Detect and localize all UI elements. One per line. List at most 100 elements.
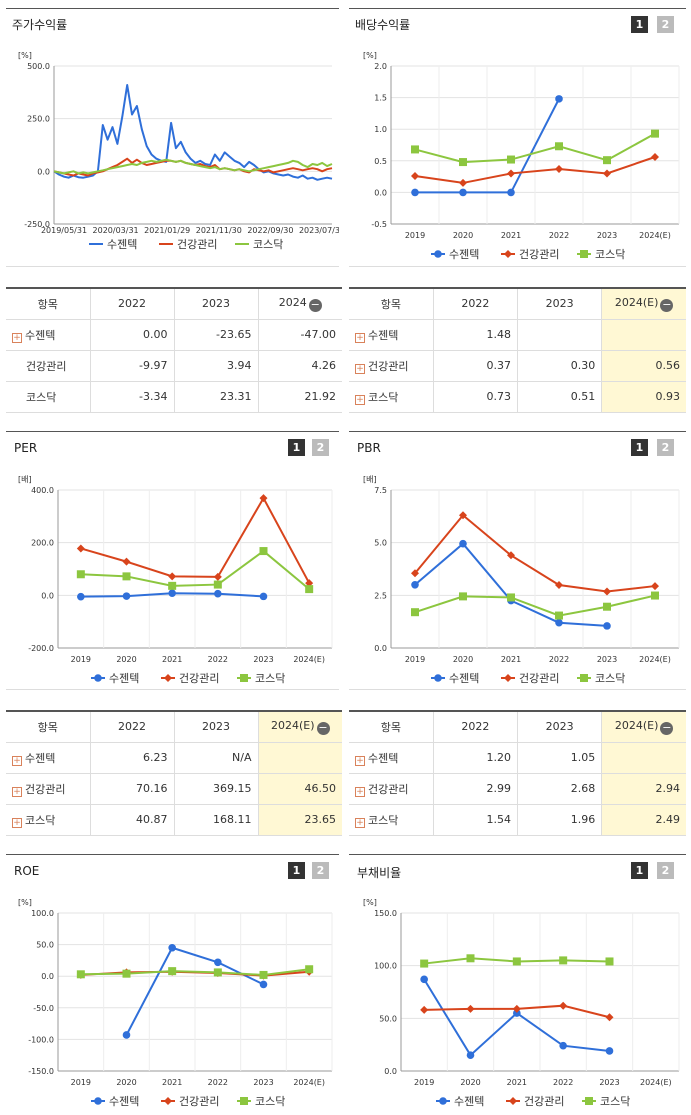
- legend-label[interactable]: 수젠텍: [107, 238, 137, 251]
- data-point[interactable]: [214, 958, 222, 967]
- data-point[interactable]: [559, 1001, 568, 1010]
- data-point[interactable]: [122, 1031, 131, 1039]
- data-point[interactable]: [411, 188, 419, 197]
- data-point[interactable]: [259, 494, 268, 503]
- data-point[interactable]: [77, 592, 85, 601]
- legend-label[interactable]: 건강관리: [524, 1095, 564, 1108]
- data-point[interactable]: [459, 539, 467, 548]
- row-label-cell[interactable]: + 수젠텍: [349, 742, 434, 774]
- data-point[interactable]: [420, 1005, 429, 1014]
- data-point[interactable]: [259, 592, 268, 601]
- data-point[interactable]: [603, 169, 611, 178]
- data-point[interactable]: [466, 954, 475, 963]
- data-point[interactable]: [76, 570, 85, 579]
- legend-label[interactable]: 건강관리: [179, 1095, 219, 1108]
- data-point[interactable]: [507, 593, 515, 602]
- data-point[interactable]: [605, 1047, 614, 1055]
- data-point[interactable]: [76, 970, 85, 979]
- data-point[interactable]: [94, 1097, 102, 1105]
- row-label-cell[interactable]: + 코스닥: [349, 804, 434, 836]
- data-point[interactable]: [459, 188, 467, 197]
- data-point[interactable]: [434, 674, 442, 682]
- row-label-cell[interactable]: + 코스닥: [349, 381, 434, 413]
- view-2-button[interactable]: 2: [657, 439, 674, 456]
- legend-label[interactable]: 코스닥: [255, 1095, 285, 1108]
- row-label-cell[interactable]: + 수젠텍: [6, 319, 90, 351]
- view-2-button[interactable]: 2: [312, 439, 329, 456]
- data-point[interactable]: [305, 585, 314, 594]
- data-point[interactable]: [259, 970, 268, 979]
- data-point[interactable]: [555, 581, 563, 590]
- data-point[interactable]: [603, 156, 611, 165]
- data-point[interactable]: [555, 165, 563, 174]
- legend-label[interactable]: 건강관리: [179, 672, 219, 684]
- data-point[interactable]: [259, 980, 268, 989]
- expand-icon[interactable]: +: [355, 786, 365, 797]
- data-point[interactable]: [259, 547, 268, 556]
- data-point[interactable]: [411, 608, 419, 617]
- data-point[interactable]: [504, 674, 512, 682]
- data-point[interactable]: [555, 618, 563, 627]
- data-point[interactable]: [459, 158, 467, 167]
- data-point[interactable]: [305, 579, 314, 588]
- data-point[interactable]: [122, 572, 131, 581]
- data-point[interactable]: [603, 602, 611, 611]
- data-point[interactable]: [459, 511, 467, 520]
- data-point[interactable]: [555, 142, 563, 151]
- data-point[interactable]: [651, 591, 659, 600]
- legend-label[interactable]: 건강관리: [519, 672, 559, 684]
- row-label-cell[interactable]: + 건강관리: [349, 350, 434, 382]
- expand-icon[interactable]: +: [355, 817, 365, 828]
- data-point[interactable]: [94, 674, 102, 682]
- data-point[interactable]: [76, 544, 85, 553]
- data-point[interactable]: [466, 1004, 475, 1013]
- data-point[interactable]: [509, 1097, 517, 1105]
- legend-label[interactable]: 수젠텍: [449, 248, 479, 260]
- collapse-icon[interactable]: −: [660, 720, 674, 735]
- data-point[interactable]: [507, 551, 515, 560]
- data-point[interactable]: [605, 957, 614, 966]
- legend-label[interactable]: 수젠텍: [449, 672, 479, 684]
- data-point[interactable]: [168, 581, 177, 590]
- expand-icon[interactable]: +: [355, 332, 365, 343]
- view-1-button[interactable]: 1: [631, 439, 648, 456]
- legend-label[interactable]: 코스닥: [595, 248, 625, 260]
- expand-icon[interactable]: +: [12, 817, 22, 828]
- data-point[interactable]: [513, 1009, 521, 1017]
- data-point[interactable]: [168, 589, 176, 598]
- data-point[interactable]: [580, 674, 588, 682]
- data-point[interactable]: [555, 611, 563, 620]
- data-point[interactable]: [411, 171, 419, 180]
- row-label-cell[interactable]: + 건강관리: [349, 773, 434, 805]
- data-point[interactable]: [213, 968, 222, 977]
- data-point[interactable]: [240, 1097, 248, 1105]
- legend-label[interactable]: 건강관리: [177, 238, 217, 251]
- data-point[interactable]: [122, 969, 131, 978]
- expand-icon[interactable]: +: [12, 332, 22, 343]
- row-label-cell[interactable]: + 코스닥: [6, 804, 90, 836]
- data-point[interactable]: [168, 572, 177, 581]
- data-point[interactable]: [420, 975, 428, 984]
- data-point[interactable]: [559, 956, 568, 965]
- expand-icon[interactable]: +: [355, 394, 365, 405]
- data-point[interactable]: [411, 581, 419, 589]
- legend-label[interactable]: 수젠텍: [109, 672, 139, 684]
- legend-label[interactable]: 코스닥: [255, 672, 285, 684]
- data-point[interactable]: [213, 580, 222, 589]
- data-point[interactable]: [651, 582, 659, 591]
- data-point[interactable]: [439, 1097, 447, 1105]
- view-2-button[interactable]: 2: [657, 16, 674, 33]
- data-point[interactable]: [651, 153, 659, 162]
- view-2-button[interactable]: 2: [312, 862, 329, 879]
- data-point[interactable]: [603, 587, 611, 596]
- data-point[interactable]: [507, 155, 515, 164]
- data-point[interactable]: [555, 95, 563, 103]
- row-label-cell[interactable]: + 수젠텍: [349, 319, 434, 351]
- data-point[interactable]: [420, 959, 429, 968]
- expand-icon[interactable]: +: [355, 755, 365, 766]
- data-point[interactable]: [504, 250, 512, 258]
- data-point[interactable]: [240, 674, 248, 682]
- collapse-icon[interactable]: −: [308, 297, 322, 312]
- data-point[interactable]: [305, 965, 314, 974]
- legend-label[interactable]: 건강관리: [519, 248, 559, 260]
